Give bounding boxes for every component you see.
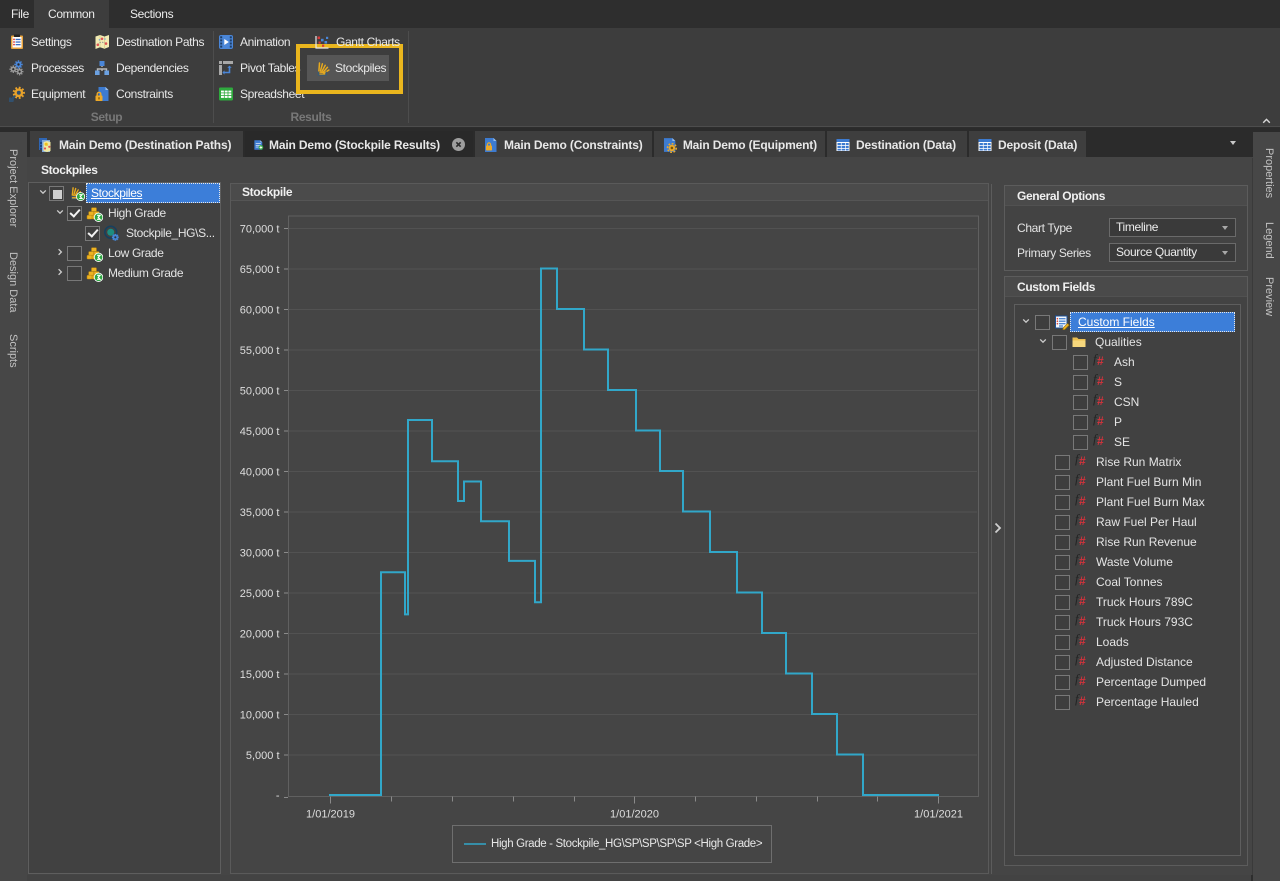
svg-text:70,000 t: 70,000 t — [240, 224, 280, 236]
svg-text:1/01/2021: 1/01/2021 — [914, 809, 963, 821]
svg-text:15,000 t: 15,000 t — [240, 669, 280, 681]
svg-text:1/01/2019: 1/01/2019 — [306, 809, 355, 821]
svg-text:25,000 t: 25,000 t — [240, 588, 280, 600]
svg-text:35,000 t: 35,000 t — [240, 507, 280, 519]
svg-text:45,000 t: 45,000 t — [240, 426, 280, 438]
svg-text:30,000 t: 30,000 t — [240, 548, 280, 560]
svg-text:-: - — [276, 790, 280, 802]
svg-text:65,000 t: 65,000 t — [240, 264, 280, 276]
svg-text:50,000 t: 50,000 t — [240, 386, 280, 398]
svg-text:1/01/2020: 1/01/2020 — [610, 809, 659, 821]
svg-text:55,000 t: 55,000 t — [240, 345, 280, 357]
svg-text:5,000 t: 5,000 t — [246, 750, 280, 762]
svg-text:60,000 t: 60,000 t — [240, 305, 280, 317]
svg-text:20,000 t: 20,000 t — [240, 629, 280, 641]
svg-text:10,000 t: 10,000 t — [240, 710, 280, 722]
svg-text:40,000 t: 40,000 t — [240, 467, 280, 479]
